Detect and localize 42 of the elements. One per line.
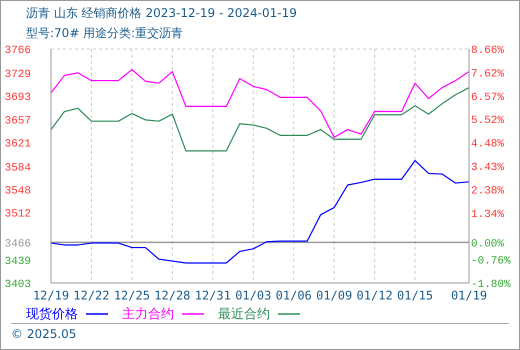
y-tick-label: 3548 [4, 186, 31, 198]
y-tick-label: 3657 [4, 115, 31, 128]
y2-tick-label: 8.66% [471, 45, 504, 57]
y2-tick-label: 6.57% [471, 92, 504, 104]
chart-title: 沥青 山东 经销商价格 2023-12-19 - 2024-01-19 [26, 5, 297, 22]
x-tick-label: 01/09 [316, 288, 352, 303]
legend-label: 主力合约 [122, 306, 174, 323]
y-tick-label: 3466 [4, 238, 31, 250]
x-tick-label: 12/22 [73, 288, 110, 303]
y-tick-label: 3693 [4, 92, 31, 104]
y-tick-label: 3403 [4, 279, 31, 291]
legend-label: 最近合约 [218, 306, 270, 323]
line-series [51, 87, 469, 152]
x-tick-label: 12/19 [32, 288, 70, 303]
text: © 2025.05 [11, 327, 76, 341]
y-tick-label: 3621 [4, 138, 32, 150]
x-tick-label: 01/06 [276, 288, 312, 303]
y-tick-label: 3584 [4, 162, 32, 174]
y2-tick-label: 4.48% [471, 138, 504, 151]
chart-subtitle: 型号:70# 用途分类:重交沥青 [26, 25, 184, 42]
x-tick-label: 01/12 [356, 288, 393, 303]
legend-label: 现货价格 [26, 306, 78, 323]
y2-tick-label: 0.00% [471, 238, 504, 251]
y2-tick-label: -0.76% [471, 256, 512, 268]
y2-tick-label: -1.80% [471, 279, 512, 291]
y-tick-label: 3439 [4, 256, 31, 268]
line-series [51, 160, 469, 264]
line-series [51, 69, 469, 138]
y2-tick-label: 7.62% [471, 68, 504, 80]
y-tick-label: 3766 [4, 45, 31, 57]
x-tick-label: 01/19 [450, 288, 488, 303]
y2-tick-label: 2.38% [471, 185, 504, 198]
y2-tick-label: 5.52% [471, 115, 504, 128]
y2-tick-label: 1.34% [471, 208, 504, 221]
x-tick-label: 12/31 [194, 288, 231, 303]
x-tick-label: 12/25 [114, 288, 150, 303]
x-tick-label: 01/03 [235, 288, 272, 303]
x-tick-label: 12/28 [154, 288, 190, 303]
y-tick-label: 3512 [4, 208, 31, 221]
x-tick-label: 01/15 [397, 288, 434, 303]
y2-tick-label: 3.43% [471, 162, 504, 174]
y-tick-label: 3729 [4, 68, 31, 81]
